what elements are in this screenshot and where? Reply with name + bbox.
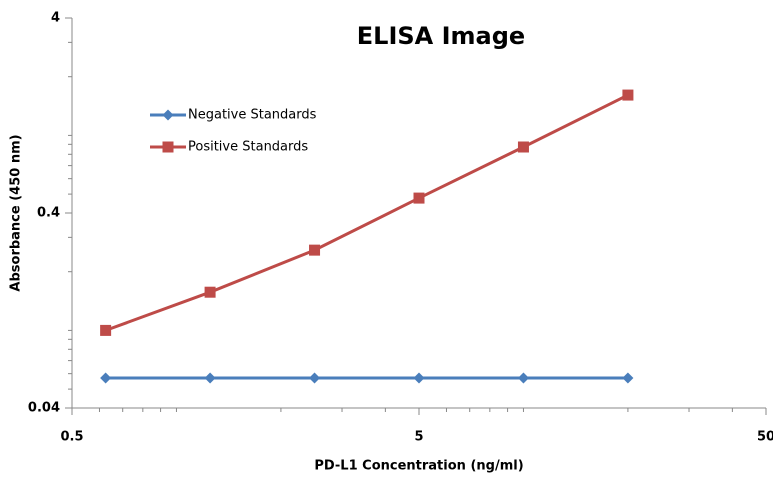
- y-axis-label: Absorbance (450 nm): [9, 134, 24, 291]
- y-tick-label: 0.04: [28, 401, 60, 416]
- chart-title: ELISA Image: [357, 22, 525, 50]
- legend-label: Positive Standards: [188, 140, 308, 155]
- marker: [517, 372, 529, 384]
- y-tick-label: 0.4: [37, 206, 60, 221]
- x-tick-label: 5: [414, 430, 423, 445]
- marker: [413, 192, 425, 204]
- marker: [204, 286, 216, 298]
- legend-marker: [162, 141, 174, 153]
- marker: [622, 89, 634, 101]
- legend-label: Negative Standards: [188, 108, 317, 123]
- marker: [413, 372, 425, 384]
- marker: [622, 372, 634, 384]
- series-line: [105, 93, 629, 332]
- marker: [100, 372, 112, 384]
- marker: [309, 244, 321, 256]
- marker: [204, 372, 216, 384]
- marker: [309, 372, 321, 384]
- x-axis-label: PD-L1 Concentration (ng/ml): [314, 459, 523, 474]
- legend-marker: [162, 109, 174, 121]
- marker: [100, 324, 112, 336]
- marker: [517, 141, 529, 153]
- y-tick-label: 4: [51, 11, 60, 26]
- x-tick-label: 0.5: [60, 430, 83, 445]
- x-tick-label: 50: [757, 430, 773, 445]
